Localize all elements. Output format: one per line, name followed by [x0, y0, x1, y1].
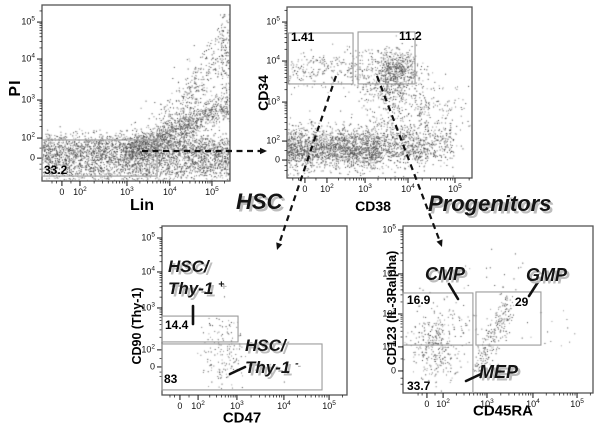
x-tick-label-cd38-cd34: 0: [302, 184, 308, 194]
hsc-thy1-pos-label: HSC/Thy-1 +: [168, 257, 225, 299]
gate-cd38-cd34: [357, 31, 416, 85]
y-tick-label-cd47-cd90: 102: [141, 343, 155, 355]
plot-border-cd47-cd90: [161, 225, 348, 396]
y-axis-ticks-cd38-cd34: [282, 9, 287, 171]
gate-percentage-cd38-cd34: 1.41: [291, 30, 315, 44]
x-tick-label-cd45ra-cd123: 103: [480, 398, 494, 409]
flow-arrowhead-1: [276, 242, 283, 250]
flow-arrowhead-0: [260, 147, 267, 155]
gate-cd45ra-cd123: [402, 292, 474, 346]
x-axis-label-cd47: CD47: [222, 409, 262, 427]
y-tick-label-cd47-cd90: 0: [149, 361, 155, 372]
x-tick-label-lin-pi: 103: [120, 186, 134, 197]
x-tick-label-cd47-cd90: 104: [277, 400, 291, 411]
plot-border-cd38-cd34: [286, 6, 473, 179]
mep-label: MEP: [479, 362, 519, 382]
hsc-thy1-neg-label: HSC/Thy-1 -: [245, 336, 299, 378]
x-axis-label-lin: Lin: [130, 197, 154, 214]
x-axis-label-cd45ra: CD45RA: [472, 402, 534, 420]
gate-cd47-cd90: [161, 343, 323, 391]
gate-cd38-cd34: [287, 32, 354, 85]
x-tick-label-cd38-cd34: 104: [401, 183, 415, 194]
y-axis-ticks-cd45ra-cd123: [398, 229, 403, 385]
x-tick-label-lin-pi: 0: [59, 187, 65, 197]
progenitors-title: Progenitors: [428, 191, 552, 216]
y-tick-label-cd38-cd34: 102: [266, 134, 280, 146]
plot-border-lin-pi: [41, 4, 231, 182]
x-axis-ticks-cd47-cd90: [169, 395, 343, 400]
y-tick-label-cd47-cd90: 103: [141, 301, 155, 313]
x-tick-label-cd45ra-cd123: 0: [424, 399, 430, 409]
x-axis-ticks-lin-pi: [51, 181, 225, 186]
y-tick-label-cd45ra-cd123: 0: [390, 365, 396, 376]
x-tick-label-cd47-cd90: 102: [191, 400, 205, 411]
gate-percentage-cd45ra-cd123: 29: [515, 295, 529, 309]
x-tick-label-cd38-cd34: 102: [320, 183, 334, 194]
x-axis-ticks-cd45ra-cd123: [417, 393, 591, 398]
scatter-dots-cd38-cd34: [287, 7, 472, 178]
y-tick-label-cd45ra-cd123: 105: [382, 223, 396, 235]
y-tick-label-cd38-cd34: 104: [266, 54, 280, 66]
gate-percentage-lin-pi: 33.2: [44, 163, 68, 177]
x-tick-label-cd47-cd90: 103: [230, 400, 244, 411]
gate-percentage-cd47-cd90: 83: [164, 372, 178, 386]
gate-percentage-cd47-cd90: 14.4: [165, 318, 189, 332]
callout-line-3: [527, 280, 540, 298]
x-tick-label-lin-pi: 105: [205, 186, 219, 197]
x-tick-label-cd47-cd90: 105: [322, 400, 336, 411]
y-tick-label-lin-pi: 0: [29, 152, 35, 163]
y-tick-label-lin-pi: 103: [21, 93, 35, 105]
gate-cd45ra-cd123: [475, 291, 542, 346]
cmp-label: CMP: [425, 264, 465, 284]
y-tick-label-cd45ra-cd123: 103: [382, 307, 396, 319]
y-tick-label-cd38-cd34: 103: [266, 95, 280, 107]
y-tick-label-lin-pi: 102: [21, 131, 35, 143]
flow-arrow-1: [277, 75, 338, 246]
x-tick-label-cd38-cd34: 103: [358, 183, 372, 194]
flow-arrowhead-2: [436, 239, 443, 247]
callout-line-2: [447, 282, 460, 301]
callout-line-4: [464, 372, 483, 383]
gate-percentage-cd45ra-cd123: 16.9: [407, 293, 431, 307]
y-tick-label-cd38-cd34: 0: [274, 154, 280, 165]
scatter-dots-cd45ra-cd123: [403, 226, 593, 393]
y-tick-label-lin-pi: 104: [21, 52, 35, 64]
y-tick-label-cd38-cd34: 105: [266, 15, 280, 27]
gate-lin-pi: [41, 139, 158, 177]
x-tick-label-lin-pi: 102: [73, 186, 87, 197]
y-tick-label-cd45ra-cd123: 102: [382, 340, 396, 352]
y-axis-ticks-lin-pi: [37, 10, 42, 170]
x-tick-label-cd45ra-cd123: 104: [526, 398, 540, 409]
x-tick-label-cd45ra-cd123: 105: [570, 398, 584, 409]
x-tick-label-cd47-cd90: 0: [177, 401, 183, 411]
x-tick-label-cd38-cd34: 105: [448, 183, 462, 194]
y-tick-label-cd47-cd90: 105: [141, 231, 155, 243]
gate-percentage-cd45ra-cd123: 33.7: [407, 379, 431, 393]
y-tick-label-cd45ra-cd123: 104: [382, 267, 396, 279]
x-axis-label-cd38: CD38: [355, 198, 391, 214]
x-tick-label-lin-pi: 104: [163, 186, 177, 197]
y-axis-ticks-cd47-cd90: [157, 227, 162, 377]
y-tick-label-lin-pi: 105: [21, 15, 35, 27]
x-tick-label-cd45ra-cd123: 102: [436, 398, 450, 409]
gate-cd47-cd90: [161, 315, 239, 343]
flow-arrow-2: [375, 75, 442, 243]
hsc-title: HSC: [236, 189, 283, 214]
callout-line-1: [228, 365, 247, 376]
x-axis-ticks-cd38-cd34: [292, 178, 470, 183]
gate-percentage-cd38-cd34: 11.2: [399, 29, 422, 43]
y-tick-label-cd47-cd90: 104: [141, 265, 155, 277]
gmp-label: GMP: [526, 265, 568, 285]
